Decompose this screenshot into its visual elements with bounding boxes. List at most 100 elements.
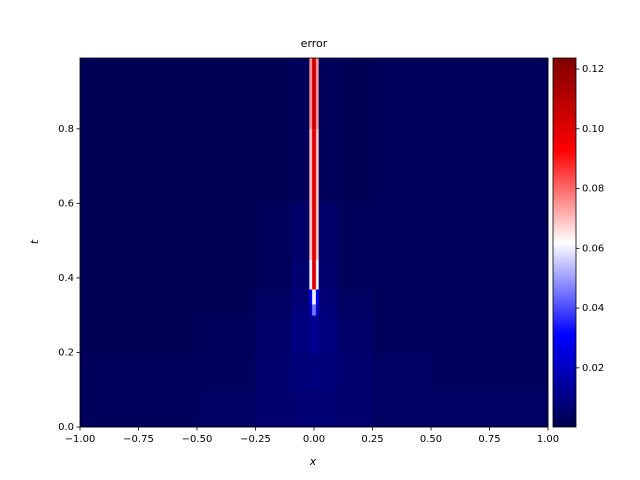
heatmap-cell — [255, 259, 291, 290]
heatmap-cell — [290, 259, 310, 290]
heatmap-cell — [318, 389, 338, 428]
heatmap-cell — [337, 315, 373, 353]
heatmap-cell — [255, 389, 291, 428]
heatmap-cell — [337, 58, 373, 130]
heatmap-cell — [372, 58, 432, 130]
heatmap-cell — [255, 315, 291, 353]
heatmap-cell — [290, 389, 310, 428]
heatmap-cell — [309, 289, 313, 305]
heatmap-cell — [372, 304, 432, 316]
heatmap-cell — [197, 58, 256, 130]
y-tick-label: 0.0 — [58, 422, 74, 433]
heatmap-cell — [312, 389, 317, 428]
colorbar-tick-label: 0.02 — [582, 363, 604, 374]
heatmap-cell — [318, 203, 338, 260]
x-tick-label: 1.00 — [537, 434, 559, 445]
heatmap-cell — [197, 389, 256, 428]
heatmap-cell — [315, 128, 320, 204]
heatmap-cell — [80, 389, 198, 428]
heatmap-cell — [80, 58, 198, 130]
heatmap-cell — [318, 128, 338, 204]
heatmap-cell — [431, 315, 549, 353]
x-tick-label: −0.25 — [240, 434, 271, 445]
heatmap-cell — [80, 315, 198, 353]
colorbar-tick-label: 0.04 — [582, 303, 604, 314]
heatmap-cell — [372, 315, 432, 353]
heatmap-cell — [312, 304, 317, 316]
heatmap-cell — [431, 58, 549, 130]
heatmap-cell — [318, 58, 338, 130]
x-tick-label: 0.25 — [361, 434, 383, 445]
heatmap-cell — [290, 128, 310, 204]
heatmap-cell — [255, 352, 291, 391]
heatmap-cell — [372, 259, 432, 290]
heatmap-cell — [372, 389, 432, 428]
heatmap-cell — [312, 58, 317, 130]
heatmap-cell — [431, 128, 549, 204]
heatmap-cell — [290, 203, 310, 260]
heatmap-cell — [309, 128, 313, 204]
heatmap-cell — [315, 352, 320, 391]
heatmap-cell — [255, 289, 291, 305]
heatmap-cell — [197, 289, 256, 305]
heatmap-cell — [372, 128, 432, 204]
heatmap-cell — [290, 352, 310, 391]
heatmap-cell — [337, 389, 373, 428]
heatmap-cell — [315, 315, 320, 353]
heatmap-cell — [309, 58, 313, 130]
x-tick-label: 0.50 — [420, 434, 442, 445]
heatmap-cell — [309, 315, 313, 353]
heatmap-cell — [312, 259, 317, 290]
colorbar-tick-label: 0.10 — [582, 124, 604, 135]
heatmap-cell — [309, 203, 313, 260]
heatmap-cell — [315, 58, 320, 130]
heatmap-cell — [80, 203, 198, 260]
heatmap-cell — [80, 289, 198, 305]
x-tick-label: −1.00 — [65, 434, 96, 445]
heatmap-cell — [197, 304, 256, 316]
y-axis-label: t — [28, 239, 41, 244]
heatmap-cell — [315, 203, 320, 260]
heatmap-cell — [337, 289, 373, 305]
heatmap-cell — [309, 352, 313, 391]
heatmap-cell — [312, 128, 317, 204]
heatmap-cell — [318, 289, 338, 305]
chart-title: error — [301, 37, 328, 50]
x-tick-label: −0.75 — [123, 434, 154, 445]
heatmap-cell — [337, 128, 373, 204]
heatmap-cell — [80, 259, 198, 290]
colorbar-tick-label: 0.08 — [582, 184, 604, 195]
heatmap-cell — [337, 304, 373, 316]
heatmap-cell — [255, 304, 291, 316]
heatmap-cell — [372, 352, 432, 391]
y-tick-label: 0.4 — [58, 273, 74, 284]
x-tick-label: −0.50 — [182, 434, 213, 445]
heatmap-cell — [255, 203, 291, 260]
heatmap-cell — [309, 259, 313, 290]
y-tick-label: 0.6 — [58, 198, 74, 209]
x-tick-label: 0.75 — [478, 434, 500, 445]
heatmap-cell — [315, 259, 320, 290]
heatmap-cell — [197, 203, 256, 260]
heatmap-cell — [431, 259, 549, 290]
heatmap-cell — [312, 203, 317, 260]
colorbar-tick-label: 0.12 — [582, 64, 604, 75]
heatmap-cell — [431, 352, 549, 391]
y-tick-label: 0.2 — [58, 347, 74, 358]
x-tick-label: 0.00 — [303, 434, 325, 445]
heatmap-cell — [197, 315, 256, 353]
heatmap-cell — [197, 259, 256, 290]
heatmap-cell — [337, 259, 373, 290]
heatmap-cell — [372, 203, 432, 260]
heatmap-cell — [315, 289, 320, 305]
heatmap-cell — [312, 289, 317, 305]
heatmap-cell — [312, 315, 317, 353]
colorbar-tick-label: 0.06 — [582, 243, 604, 254]
heatmap-cell — [290, 315, 310, 353]
heatmap-cell — [80, 128, 198, 204]
heatmap-cell — [431, 203, 549, 260]
heatmap-cell — [315, 304, 320, 316]
heatmap-cell — [337, 352, 373, 391]
